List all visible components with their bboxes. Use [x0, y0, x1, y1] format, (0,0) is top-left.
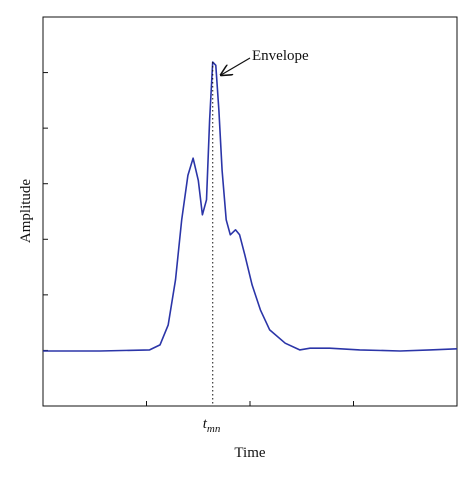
y-axis-label: Amplitude	[18, 179, 34, 244]
x-axis-label: Time	[234, 445, 265, 461]
annotation-arrow	[221, 57, 251, 75]
line-series	[43, 61, 458, 352]
marker-label: tmn	[203, 416, 221, 435]
marker-label-base: t	[203, 416, 208, 432]
marker-label-sub: mn	[207, 423, 221, 435]
plot-frame	[42, 16, 458, 407]
annotation: Envelope	[252, 48, 309, 64]
